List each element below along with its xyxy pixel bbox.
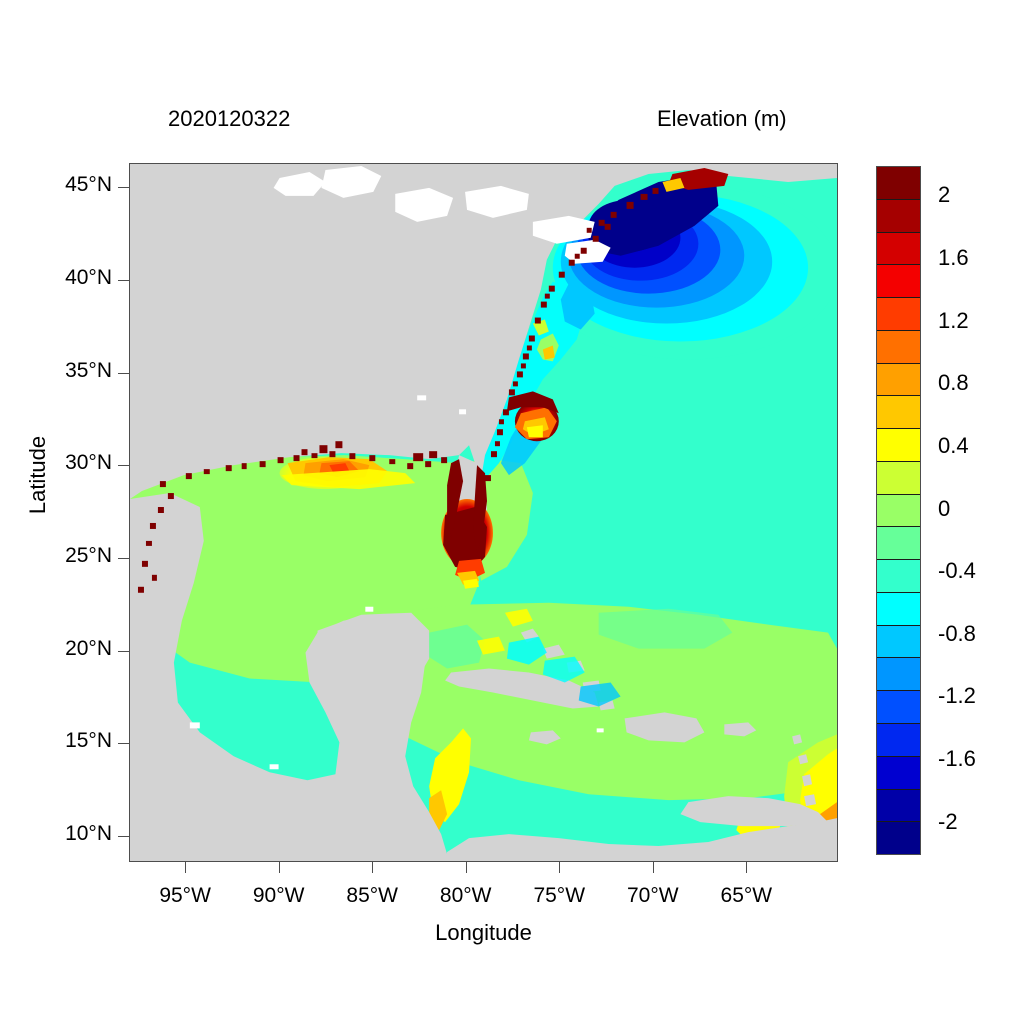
y-tick-label: 35°N	[65, 358, 112, 382]
colorbar-tick-label: -1.6	[938, 746, 976, 772]
colorbar-tick-label: -0.4	[938, 558, 976, 584]
y-tick-label: 15°N	[65, 729, 112, 753]
colorbar-swatch	[877, 756, 920, 790]
map-plot-area[interactable]	[129, 163, 838, 862]
x-tick-label: 75°W	[533, 884, 586, 907]
colorbar-tick-label: 0	[938, 495, 951, 521]
colorbar-tick-label: 0.4	[938, 432, 969, 458]
y-tick-mark	[118, 836, 129, 838]
colorbar-tick-label: -0.8	[938, 620, 976, 646]
x-tick-mark	[278, 862, 280, 873]
colorbar-swatch	[877, 560, 920, 593]
x-tick-mark	[372, 862, 374, 873]
y-tick-mark	[118, 187, 129, 189]
x-tick-label: 65°W	[720, 884, 773, 907]
y-tick-mark	[118, 650, 129, 652]
y-tick-label: 10°N	[65, 822, 112, 846]
colorbar-swatch	[877, 822, 920, 855]
y-tick-mark	[118, 465, 129, 467]
colorbar-tick-label: 2	[938, 182, 951, 208]
x-tick-label: 95°W	[159, 884, 211, 907]
y-tick-label: 40°N	[65, 265, 112, 289]
y-tick-mark	[118, 557, 129, 559]
x-tick-mark	[559, 862, 561, 873]
colorbar-swatch	[877, 396, 920, 430]
x-tick-label: 90°W	[252, 884, 305, 907]
colorbar-swatch	[877, 592, 920, 626]
colorbar-swatch	[877, 527, 920, 561]
colorbar-swatch	[877, 691, 920, 725]
colorbar-swatch	[877, 363, 920, 397]
y-tick-label: 45°N	[65, 173, 112, 197]
colorbar-swatch	[877, 199, 920, 233]
colorbar-swatch	[877, 167, 920, 200]
x-tick-mark	[465, 862, 467, 873]
colorbar-swatch	[877, 232, 920, 266]
y-tick-label: 20°N	[65, 636, 112, 660]
x-axis-title: Longitude	[435, 920, 532, 945]
colorbar-tick-label: 0.8	[938, 370, 969, 396]
colorbar-swatch	[877, 658, 920, 692]
x-tick-label: 85°W	[346, 884, 398, 907]
x-tick-mark	[652, 862, 654, 873]
colorbar-swatch	[877, 494, 920, 528]
colorbar-swatch	[877, 298, 920, 331]
colorbar-swatch	[877, 724, 920, 757]
y-tick-mark	[118, 372, 129, 374]
y-tick-label: 25°N	[65, 543, 112, 567]
colorbar-swatch	[877, 265, 920, 299]
x-tick-mark	[185, 862, 187, 873]
colorbar-swatch	[877, 461, 920, 495]
colorbar-tick-label: -2	[938, 808, 958, 834]
x-tick-label: 70°W	[627, 884, 679, 907]
plot-title: 2020120322	[168, 106, 291, 131]
colorbar-swatch	[877, 330, 920, 364]
colorbar-title: Elevation (m)	[657, 106, 787, 131]
colorbar-swatch	[877, 625, 920, 659]
colorbar[interactable]	[876, 166, 921, 855]
colorbar-tick-label: 1.2	[938, 307, 969, 333]
elevation-map	[130, 164, 837, 861]
colorbar-tick-label: 1.6	[938, 244, 969, 270]
y-tick-mark	[118, 279, 129, 281]
y-tick-label: 30°N	[65, 451, 112, 475]
y-tick-mark	[118, 743, 129, 745]
colorbar-tick-label: -1.2	[938, 683, 976, 709]
colorbar-swatch	[877, 429, 920, 462]
x-tick-mark	[746, 862, 748, 873]
colorbar-swatch	[877, 789, 920, 823]
x-tick-label: 80°W	[439, 884, 492, 907]
